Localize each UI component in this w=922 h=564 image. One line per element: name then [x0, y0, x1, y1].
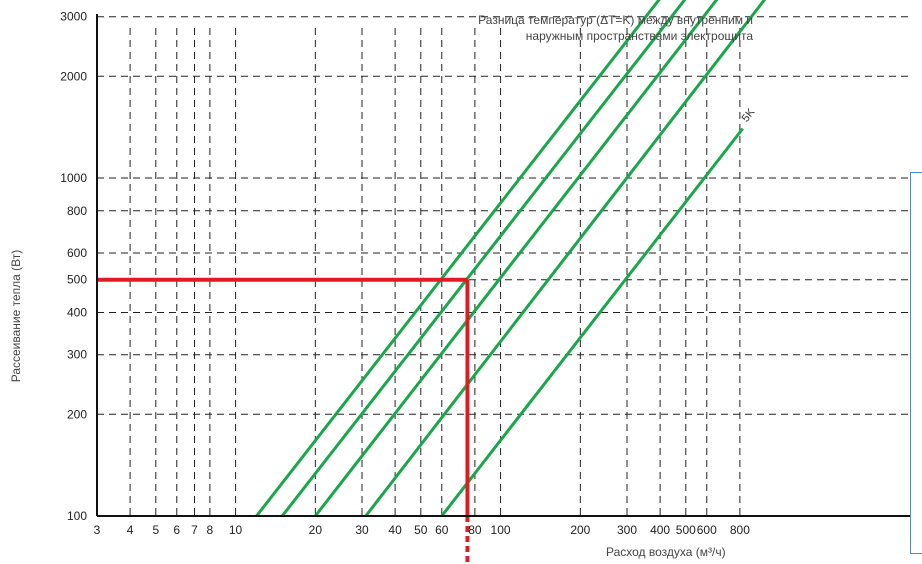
x-tick-label: 200	[570, 523, 590, 537]
x-tick-label: 3	[94, 523, 101, 537]
series-line-15k	[314, 0, 719, 517]
x-tick-label: 300	[617, 523, 637, 537]
x-tick-label: 500	[676, 523, 696, 537]
series-line-20k	[281, 0, 687, 517]
tick-labels: 3 4 5 6 7 8 10 20 30 40 50 60 80 100 200 300 400 500 600 80…	[60, 10, 750, 537]
series-line-5k	[440, 127, 744, 517]
chart-title-line-2: наружным пространствами электрощита	[526, 29, 754, 43]
x-tick-label: 8	[207, 523, 214, 537]
x-axis-label: Расход воздуха (м³/ч)	[606, 545, 726, 559]
y-tick-label: 800	[67, 204, 87, 218]
axes	[96, 14, 910, 517]
y-tick-label: 500	[67, 273, 87, 287]
chart-title-line-1: Разница температур (ΔT=K) между внутренн…	[478, 13, 753, 27]
side-panel-edge	[910, 172, 922, 554]
y-tick-label: 100	[67, 509, 87, 523]
y-axis-label: Рассеивание тепла (Вт)	[9, 250, 23, 383]
x-tick-label: 80	[468, 523, 482, 537]
x-tick-label: 400	[650, 523, 670, 537]
x-tick-label: 40	[388, 523, 402, 537]
x-tick-label: 6	[173, 523, 180, 537]
series-line-25k	[255, 0, 661, 517]
y-tick-label: 400	[67, 306, 87, 320]
series-label-5k: 5K	[740, 106, 758, 125]
x-tick-label: 50	[414, 523, 428, 537]
y-tick-label: 600	[67, 246, 87, 260]
y-tick-label: 200	[67, 407, 87, 421]
y-tick-label: 300	[67, 348, 87, 362]
x-tick-label: 7	[191, 523, 198, 537]
y-tick-label: 2000	[60, 69, 87, 83]
x-tick-label: 5	[152, 523, 159, 537]
x-tick-label: 60	[435, 523, 449, 537]
x-tick-label: 600	[697, 523, 717, 537]
grid	[97, 16, 910, 516]
y-tick-label: 1000	[60, 171, 87, 185]
x-tick-label: 800	[730, 523, 750, 537]
y-tick-label: 3000	[60, 10, 87, 24]
x-tick-label: 10	[229, 523, 243, 537]
x-tick-label: 4	[127, 523, 134, 537]
series-line-10k	[364, 0, 767, 517]
red-annotation	[97, 277, 470, 564]
x-tick-label: 30	[355, 523, 369, 537]
series-lines: 25K20K15K10K5K	[255, 0, 767, 517]
x-tick-label: 20	[309, 523, 323, 537]
x-tick-label: 100	[491, 523, 511, 537]
